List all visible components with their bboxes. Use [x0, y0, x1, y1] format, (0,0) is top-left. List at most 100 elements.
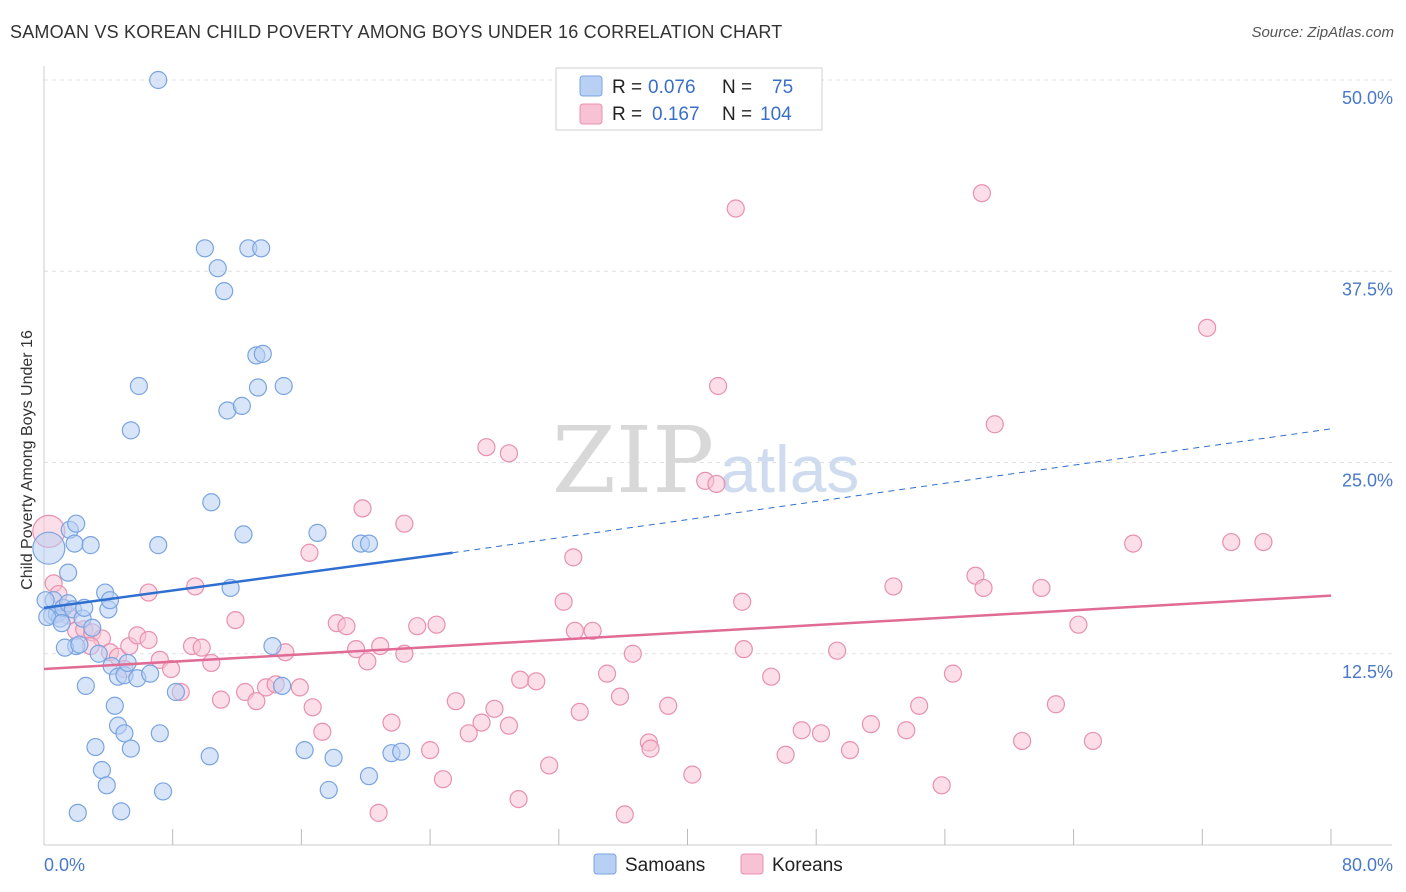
samoans-point-31 — [150, 724, 169, 743]
koreans-point-61 — [762, 667, 781, 686]
koreans-point-99 — [615, 805, 634, 824]
koreans-point-77 — [1032, 578, 1051, 598]
samoans-point-41 — [195, 239, 214, 258]
axes — [43, 66, 1392, 846]
koreans-point-22 — [226, 610, 245, 630]
y-tick-label-3: 50.0% — [1342, 88, 1393, 108]
koreans-point-70 — [910, 696, 929, 715]
bottom-legend-koreans: Koreans — [772, 855, 843, 876]
koreans-point-49 — [554, 592, 573, 611]
koreans-point-71 — [932, 776, 951, 795]
koreans-point-60 — [733, 592, 752, 611]
koreans-point-50 — [570, 702, 589, 721]
koreans-point-35 — [371, 636, 390, 656]
samoans-point-42 — [208, 259, 227, 278]
samoans-point-58 — [295, 741, 314, 760]
koreans-point-63 — [792, 721, 811, 740]
legend-r-koreans: 0.167 — [652, 104, 700, 125]
koreans-point-87 — [708, 376, 728, 396]
samoans-point-14 — [89, 644, 108, 663]
koreans-point-24 — [247, 692, 266, 711]
koreans-point-68 — [884, 577, 903, 596]
gridlines — [44, 79, 1392, 655]
koreans-point-30 — [313, 722, 332, 741]
samoans-point-37 — [121, 421, 140, 440]
samoans-point-34 — [65, 534, 84, 553]
samoans-trend-extension — [452, 428, 1332, 554]
koreans-point-82 — [1198, 318, 1217, 337]
koreans-point-44 — [485, 699, 504, 718]
koreans-point-54 — [623, 644, 642, 663]
koreans-point-86 — [972, 184, 992, 203]
koreans-point-93 — [564, 548, 583, 567]
y-tick-label-1: 25.0% — [1342, 471, 1393, 491]
koreans-point-92 — [477, 438, 496, 457]
data-points — [32, 70, 1273, 824]
koreans-point-84 — [1254, 532, 1273, 552]
koreans-point-91 — [395, 514, 414, 533]
koreans-point-43 — [472, 713, 491, 732]
x-tick-label-min: 0.0% — [44, 855, 85, 875]
legend-n-label-koreans: N = — [722, 104, 752, 125]
koreans-point-52 — [597, 664, 617, 683]
koreans-point-21 — [211, 690, 231, 709]
samoans-point-36 — [129, 376, 149, 396]
koreans-point-90 — [353, 499, 372, 518]
koreans-point-98 — [509, 789, 528, 809]
samoans-point-23 — [97, 776, 116, 795]
y-tick-labels: 12.5% 25.0% 37.5% 50.0% — [1342, 88, 1393, 682]
koreans-point-101 — [734, 640, 753, 659]
samoans-point-21 — [86, 737, 105, 757]
koreans-point-81 — [1124, 534, 1143, 553]
samoans-point-35 — [81, 536, 100, 555]
samoans-point-22 — [92, 760, 112, 780]
koreans-point-47 — [527, 672, 546, 691]
koreans-point-46 — [511, 670, 530, 689]
samoans-point-66 — [67, 514, 86, 533]
koreans-point-57 — [683, 765, 702, 784]
koreans-point-100 — [369, 803, 388, 822]
samoans-point-28 — [121, 739, 140, 758]
koreans-point-42 — [459, 724, 478, 743]
bottom-legend-samoans: Samoans — [625, 855, 705, 876]
samoans-point-0 — [32, 531, 66, 565]
samoans-point-13 — [83, 618, 102, 637]
samoans-point-60 — [319, 780, 338, 800]
samoans-point-73 — [68, 803, 87, 822]
koreans-point-38 — [408, 617, 427, 636]
legend: R = 0.076 N = 75 R = 0.167 N = 104 — [555, 67, 823, 131]
legend-r-label-koreans: R = — [612, 104, 642, 125]
samoans-point-39 — [166, 682, 186, 702]
samoans-point-26 — [112, 802, 131, 821]
samoans-point-54 — [248, 378, 268, 397]
samoans-point-55 — [263, 636, 282, 656]
samoans-point-43 — [215, 282, 234, 301]
koreans-point-36 — [382, 713, 401, 732]
samoans-point-24 — [105, 696, 124, 715]
watermark: ZIP atlas — [552, 407, 859, 514]
koreans-point-94 — [641, 739, 660, 758]
koreans-point-19 — [192, 638, 211, 657]
x-tick-label-max: 80.0% — [1342, 855, 1393, 875]
koreans-point-32 — [337, 617, 356, 636]
samoans-point-57 — [308, 523, 327, 542]
y-tick-label-2: 37.5% — [1342, 279, 1393, 299]
x-tick-labels: 0.0% 80.0% — [44, 855, 1393, 875]
koreans-point-64 — [811, 724, 831, 743]
samoans-trend-line — [43, 551, 453, 610]
koreans-point-53 — [610, 687, 630, 706]
legend-n-samoans: 75 — [772, 77, 793, 98]
koreans-point-65 — [828, 641, 847, 660]
samoans-point-10 — [70, 635, 89, 654]
koreans-point-83 — [1222, 532, 1241, 552]
samoans-point-38 — [149, 536, 168, 555]
samoans-point-53 — [274, 376, 293, 396]
koreans-point-20 — [202, 653, 221, 673]
koreans-point-69 — [897, 721, 916, 740]
legend-swatch-koreans — [579, 103, 603, 125]
koreans-point-45 — [499, 716, 519, 735]
legend-n-label-samoans: N = — [722, 77, 752, 98]
samoans-point-50 — [252, 239, 271, 258]
koreans-point-62 — [776, 745, 795, 764]
